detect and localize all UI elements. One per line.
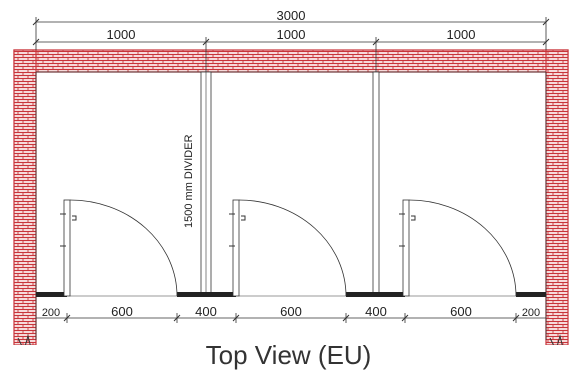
bottom-dimension-line	[36, 313, 546, 323]
floor-plan: 3000 1000 1000 1000 1500 mm DIVIDER	[13, 8, 569, 345]
overall-dimension-line	[32, 17, 550, 50]
bottom-dimension-label: 600	[450, 304, 472, 319]
bottom-dimension-label: 400	[365, 304, 387, 319]
wall-left	[13, 49, 37, 345]
break-mark-right	[549, 334, 563, 345]
bottom-dimension-label: 600	[111, 304, 133, 319]
diagram-caption: Top View (EU)	[205, 340, 372, 370]
front-panel	[346, 292, 405, 297]
divider-panel	[200, 71, 212, 295]
door	[60, 199, 178, 297]
cubicle-dimension-line	[32, 37, 550, 72]
front-panel	[177, 292, 236, 297]
bottom-dimension-label: 400	[195, 304, 217, 319]
door	[229, 199, 347, 297]
divider-panel	[372, 71, 380, 295]
wall-right	[545, 49, 569, 345]
door	[399, 199, 517, 297]
overall-width-label: 3000	[277, 8, 306, 23]
cubicle-width-label: 1000	[107, 27, 136, 42]
break-mark-left	[17, 334, 31, 345]
divider-label: 1500 mm DIVIDER	[183, 134, 195, 228]
cubicle-width-label: 1000	[277, 27, 306, 42]
front-panel	[516, 292, 546, 297]
wall-back	[13, 49, 569, 73]
front-panel	[36, 292, 67, 297]
cubicle-width-label: 1000	[447, 27, 476, 42]
bottom-dimension-label: 200	[522, 307, 540, 319]
bottom-dimension-label: 200	[42, 307, 60, 319]
bottom-dimension-label: 600	[280, 304, 302, 319]
